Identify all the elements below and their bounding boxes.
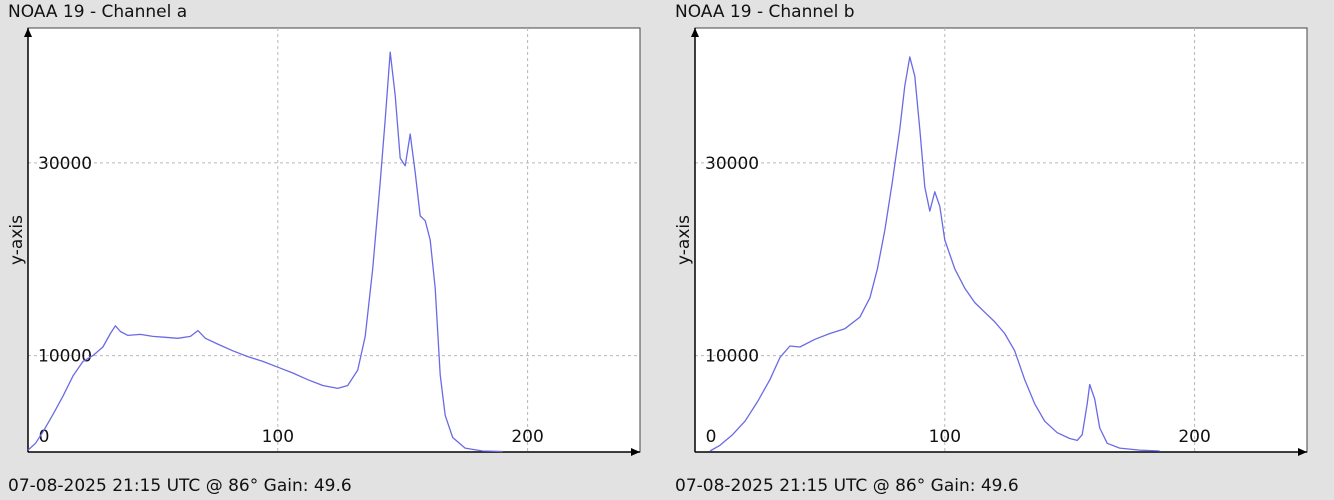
x-tick-label: 100 (262, 427, 294, 447)
x-tick-label: 100 (929, 427, 961, 447)
chart-plot-b: 0 100 200 10000 30000 y-axis (674, 27, 1308, 456)
y-tick-label: 30000 (705, 154, 759, 174)
chart-panel-b: NOAA 19 - Channel b 0 100 200 10000 30000 y-a… (667, 0, 1334, 500)
x-tick-label: 200 (1178, 427, 1210, 447)
x-axis-arrow (1298, 448, 1307, 456)
x-tick-label: 200 (511, 427, 543, 447)
y-tick-label: 10000 (38, 347, 92, 367)
y-tick-label: 30000 (38, 154, 92, 174)
chart-footer: 07-08-2025 21:15 UTC @ 86° Gain: 49.6 (675, 476, 1019, 496)
chart-footer: 07-08-2025 21:15 UTC @ 86° Gain: 49.6 (8, 476, 352, 496)
series-line-0 (709, 56, 1160, 452)
chart-title: NOAA 19 - Channel a (8, 2, 188, 22)
x-axis-arrow (631, 448, 640, 456)
chart-plot-a: 0 100 200 10000 30000 y-axis (7, 27, 641, 456)
y-axis-arrow (691, 28, 699, 37)
y-axis-arrow (24, 28, 32, 37)
plot-area (694, 27, 1308, 453)
chart-title: NOAA 19 - Channel b (675, 2, 855, 22)
plot-area (27, 27, 641, 453)
y-tick-label: 10000 (705, 347, 759, 367)
chart-panel-a: NOAA 19 - Channel a 0 100 200 10000 30000 y-a… (7, 2, 641, 496)
y-axis-label: y-axis (7, 215, 27, 265)
y-axis-label: y-axis (674, 215, 694, 265)
series-line-0 (27, 51, 503, 453)
x-tick-label: 0 (706, 427, 717, 447)
x-tick-label: 0 (39, 427, 50, 447)
